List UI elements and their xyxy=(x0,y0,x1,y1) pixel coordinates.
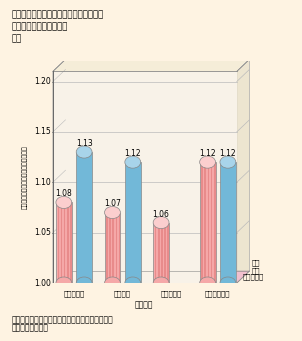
Ellipse shape xyxy=(76,146,92,158)
Text: 都心部集約: 都心部集約 xyxy=(161,290,182,297)
Text: 1.05: 1.05 xyxy=(34,228,51,237)
Polygon shape xyxy=(155,223,156,283)
Text: 都市
交通: 都市 交通 xyxy=(252,260,260,274)
Polygon shape xyxy=(237,59,249,283)
Ellipse shape xyxy=(220,156,236,168)
Text: 1.06: 1.06 xyxy=(153,210,169,219)
Text: 1.12: 1.12 xyxy=(124,149,141,158)
Polygon shape xyxy=(211,162,212,283)
Text: 1.12: 1.12 xyxy=(220,149,236,158)
Text: 試算: 試算 xyxy=(12,35,22,44)
Text: 1.07: 1.07 xyxy=(104,199,121,208)
Text: 1.12: 1.12 xyxy=(199,149,216,158)
Polygon shape xyxy=(53,72,237,283)
Ellipse shape xyxy=(220,277,236,289)
Polygon shape xyxy=(153,223,169,283)
Text: 現況値に対する倍率（現況＝１・０）: 現況値に対する倍率（現況＝１・０） xyxy=(23,145,28,209)
Ellipse shape xyxy=(104,206,120,219)
Text: 図２－２－３　都市構造と公共交通の違: 図２－２－３ 都市構造と公共交通の違 xyxy=(12,10,104,19)
Polygon shape xyxy=(116,212,117,283)
Text: 都市構造: 都市構造 xyxy=(134,300,153,309)
Polygon shape xyxy=(200,162,216,283)
Polygon shape xyxy=(220,162,236,283)
Text: 1.10: 1.10 xyxy=(34,178,51,187)
Polygon shape xyxy=(56,203,72,283)
Polygon shape xyxy=(53,271,249,283)
Polygon shape xyxy=(104,212,120,283)
Text: 現況すう勢: 現況すう勢 xyxy=(243,273,264,280)
Polygon shape xyxy=(61,203,62,283)
Ellipse shape xyxy=(56,277,72,289)
Ellipse shape xyxy=(153,277,169,289)
Polygon shape xyxy=(112,212,114,283)
Polygon shape xyxy=(164,223,166,283)
Text: 1.13: 1.13 xyxy=(76,139,92,148)
Ellipse shape xyxy=(76,277,92,289)
Polygon shape xyxy=(57,203,59,283)
Polygon shape xyxy=(207,162,209,283)
Polygon shape xyxy=(119,212,120,283)
Ellipse shape xyxy=(104,277,120,289)
Polygon shape xyxy=(161,223,163,283)
Polygon shape xyxy=(76,152,92,283)
Text: 1.15: 1.15 xyxy=(34,128,51,136)
Polygon shape xyxy=(53,59,249,72)
Text: 1.08: 1.08 xyxy=(56,189,72,198)
Text: 出典：富山県『富山高岡広域都市圏第３回パーソ: 出典：富山県『富山高岡広域都市圏第３回パーソ xyxy=(12,315,114,324)
Text: ントリップ調査』: ントリップ調査』 xyxy=(12,324,49,332)
Polygon shape xyxy=(204,162,206,283)
Ellipse shape xyxy=(200,156,216,168)
Ellipse shape xyxy=(125,156,141,168)
Ellipse shape xyxy=(200,277,216,289)
Text: 1.20: 1.20 xyxy=(34,77,51,86)
Text: 現状維持: 現状維持 xyxy=(114,290,131,297)
Text: 公共交通重視: 公共交通重視 xyxy=(205,290,230,297)
Polygon shape xyxy=(106,212,108,283)
Ellipse shape xyxy=(125,277,141,289)
Ellipse shape xyxy=(153,217,169,228)
Polygon shape xyxy=(67,203,69,283)
Polygon shape xyxy=(53,59,66,283)
Polygon shape xyxy=(214,162,216,283)
Polygon shape xyxy=(70,203,72,283)
Text: いによるＣＯ２排出量の: いによるＣＯ２排出量の xyxy=(12,22,69,31)
Text: 1.00: 1.00 xyxy=(34,279,51,287)
Polygon shape xyxy=(158,223,159,283)
Polygon shape xyxy=(167,223,169,283)
Polygon shape xyxy=(64,203,66,283)
Polygon shape xyxy=(201,162,203,283)
Text: 現況すう勢: 現況すう勢 xyxy=(63,290,85,297)
Polygon shape xyxy=(109,212,111,283)
Polygon shape xyxy=(125,162,141,283)
Ellipse shape xyxy=(56,196,72,208)
